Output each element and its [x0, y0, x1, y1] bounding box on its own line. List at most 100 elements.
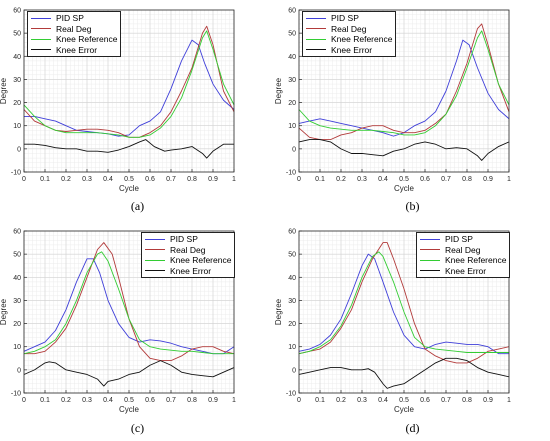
- x-tick-label-c: 0.1: [40, 397, 50, 404]
- series-line-knee-reference-c: [23, 251, 234, 355]
- series-line-knee-reference-b: [298, 30, 510, 136]
- x-tick-label-c: 0.6: [145, 397, 155, 404]
- x-tick-label-d: 0.7: [441, 397, 451, 404]
- x-tick-label-b: 0.4: [378, 176, 388, 183]
- y-tick-label-c: 40: [13, 275, 21, 282]
- legend-item: Knee Reference: [145, 255, 231, 266]
- y-tick-label-b: 60: [288, 8, 296, 15]
- legend-label: Knee Reference: [331, 34, 393, 44]
- legend-item: Real Deg: [145, 245, 231, 256]
- y-tick-label-a: 30: [13, 77, 21, 84]
- chart-panel-b: 0 0.1 0.2 0.3 0.4 0.5 0.6 0.7 0.8 0.9 1 -10 0 10 20 30 4…: [275, 0, 550, 220]
- legend-label: Real Deg: [170, 244, 206, 255]
- legend-label: PID SP: [170, 234, 198, 244]
- legend-swatch: [420, 238, 440, 240]
- legend-label: Knee Reference: [56, 34, 118, 44]
- legend-swatch: [145, 238, 165, 240]
- series-line-knee-error-c: [23, 360, 235, 387]
- x-tick-label-c: 0.4: [103, 397, 113, 404]
- y-tick-label-b: 50: [288, 31, 296, 38]
- series-line-knee-error-b: [298, 139, 510, 161]
- y-tick-label-c: 10: [13, 344, 21, 351]
- legend-label: Real Deg: [331, 23, 367, 34]
- y-tick-label-b: 10: [288, 123, 296, 130]
- legend-swatch: [145, 270, 165, 272]
- legend-item: PID SP: [145, 234, 231, 245]
- y-tick-label-a: 0: [17, 146, 21, 153]
- chart-a-svg: 0 0.1 0.2 0.3 0.4 0.5 0.6 0.7 0.8 0.9 1-1001020304…: [0, 8, 236, 194]
- x-tick-label-d: 0.9: [483, 397, 493, 404]
- x-tick-label-d: 0.5: [399, 397, 409, 404]
- legend-swatch: [306, 17, 326, 19]
- x-tick-label-a: 0.7: [166, 176, 176, 183]
- legend-label: PID SP: [331, 13, 359, 23]
- x-tick-label-b: 0.9: [483, 176, 493, 183]
- x-tick-label-b: 0.5: [399, 176, 409, 183]
- series-line-pid-sp-b: [298, 39, 510, 137]
- legend-swatch: [145, 249, 165, 251]
- y-tick-label-a: 20: [13, 100, 21, 107]
- y-tick-label-b: 0: [292, 146, 296, 153]
- chart-panel-a: 0 0.1 0.2 0.3 0.4 0.5 0.6 0.7 0.8 0.9 1 -10 0 10 20 30 4…: [0, 0, 275, 220]
- x-tick-label-d: 0.8: [462, 397, 472, 404]
- legend-swatch: [306, 38, 326, 40]
- series-line-real-deg-c: [24, 242, 235, 362]
- legend-swatch: [420, 249, 440, 251]
- x-tick-label-a: 0.1: [40, 176, 50, 183]
- y-tick-label-b: -10: [286, 170, 296, 177]
- legend-label: Knee Reference: [445, 255, 507, 265]
- x-tick-label-a: 0.9: [208, 176, 218, 183]
- y-tick-label-d: 10: [288, 344, 296, 351]
- legend-swatch: [31, 28, 51, 30]
- legend-swatch: [31, 38, 51, 40]
- legend-item: Knee Reference: [31, 34, 117, 45]
- series-line-pid-sp-a: [24, 39, 235, 137]
- x-axis-label-b: Cycle: [394, 184, 415, 193]
- x-tick-label-b: 0.6: [420, 176, 430, 183]
- legend-item: Real Deg: [420, 245, 506, 256]
- legend-label: Knee Error: [170, 265, 212, 276]
- y-tick-label-b: 30: [288, 77, 296, 84]
- legend-item: Knee Error: [306, 45, 392, 56]
- y-tick-label-b: 40: [288, 54, 296, 61]
- x-tick-label-d: 0.3: [357, 397, 367, 404]
- x-tick-label-b: 0.8: [462, 176, 472, 183]
- series-line-real-deg-d: [298, 242, 510, 364]
- legend-item: PID SP: [420, 234, 506, 245]
- y-axis-label-a: Degree: [0, 77, 8, 104]
- y-tick-label-a: 10: [13, 123, 21, 130]
- legend-label: Knee Reference: [170, 255, 232, 265]
- x-tick-label-d: 0.1: [315, 397, 325, 404]
- chart-c-svg: 0 0.1 0.2 0.3 0.4 0.5 0.6 0.7 0.8 0.9 1-1001020304…: [0, 229, 236, 415]
- y-tick-label-d: 60: [288, 229, 296, 236]
- panel-label-d: (d): [405, 421, 420, 435]
- chart-b-legend: PID SP Real Deg Knee Reference Knee Error: [302, 11, 397, 57]
- x-tick-label-b: 0.2: [336, 176, 346, 183]
- x-tick-label-c: 0.5: [124, 397, 134, 404]
- x-tick-label-a: 1: [232, 176, 236, 183]
- chart-c-legend: PID SP Real Deg Knee Reference Knee Error: [141, 232, 236, 278]
- chart-a-legend: PID SP Real Deg Knee Reference Knee Error: [27, 11, 122, 57]
- x-axis-label-d: Cycle: [394, 405, 415, 414]
- legend-item: Real Deg: [306, 24, 392, 35]
- y-tick-label-c: 20: [13, 321, 21, 328]
- legend-item: Knee Reference: [420, 255, 506, 266]
- x-tick-label-c: 0: [22, 397, 26, 404]
- legend-label: Real Deg: [56, 23, 92, 34]
- y-tick-label-d: 30: [288, 298, 296, 305]
- legend-item: Knee Reference: [306, 34, 392, 45]
- chart-d-legend: PID SP Real Deg Knee Reference Knee Error: [416, 232, 511, 278]
- x-tick-label-c: 0.9: [208, 397, 218, 404]
- legend-label: Knee Error: [445, 265, 487, 276]
- legend-swatch: [31, 49, 51, 51]
- y-tick-label-a: 50: [13, 31, 21, 38]
- y-tick-label-c: 50: [13, 252, 21, 259]
- y-tick-label-c: 60: [13, 229, 21, 236]
- legend-item: PID SP: [31, 13, 117, 24]
- y-axis-label-d: Degree: [275, 298, 283, 325]
- x-axis-label-c: Cycle: [119, 405, 140, 414]
- x-tick-label-d: 0.4: [378, 397, 388, 404]
- legend-item: Knee Error: [145, 266, 231, 277]
- legend-item: Real Deg: [31, 24, 117, 35]
